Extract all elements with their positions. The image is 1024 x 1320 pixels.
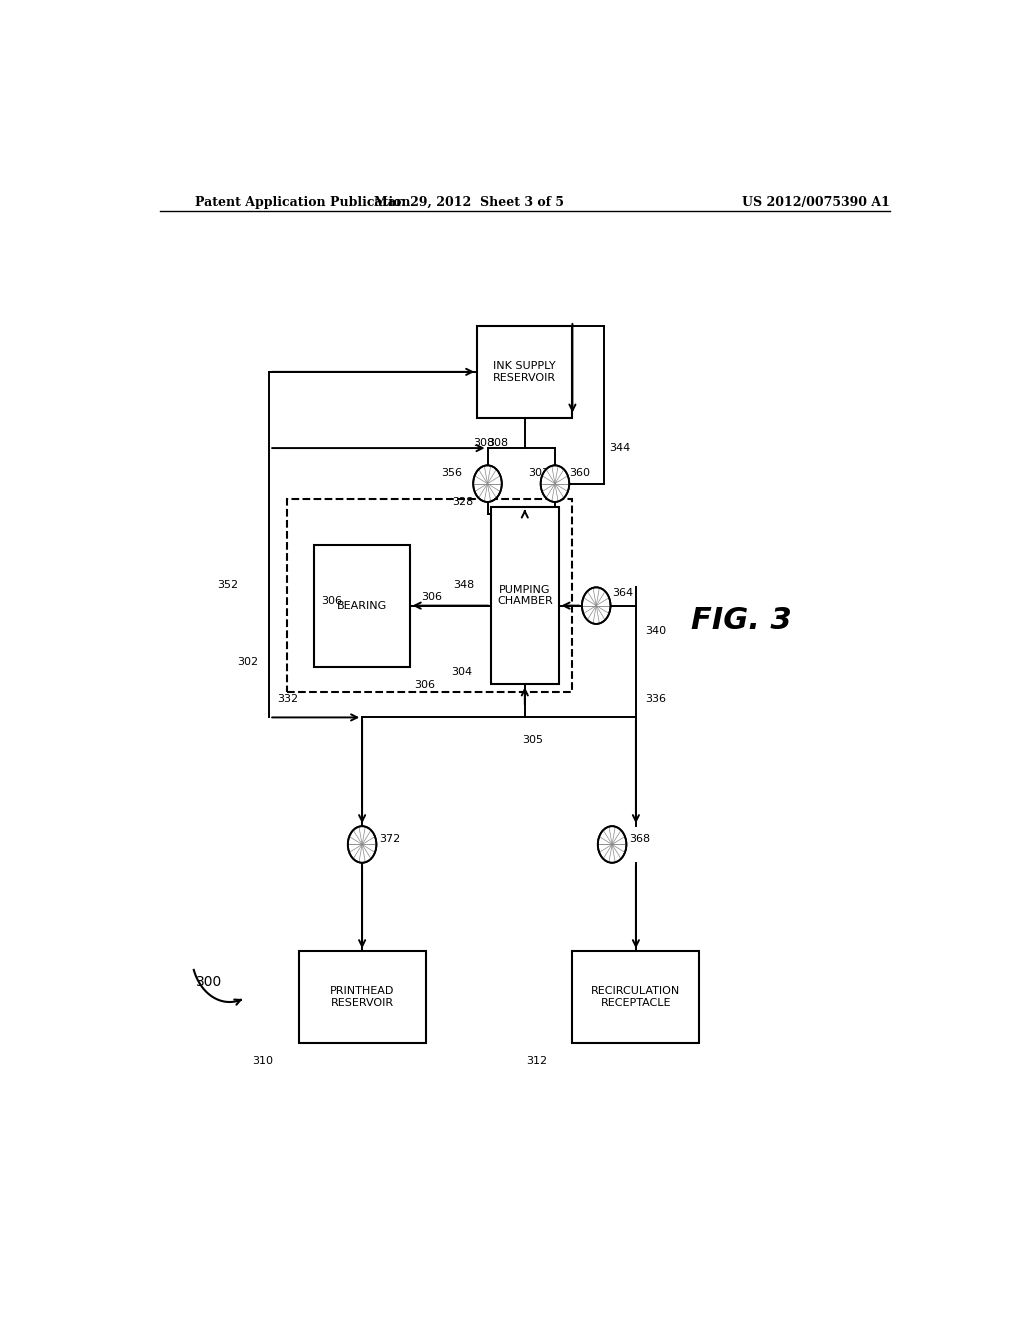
Text: 336: 336 [645,694,667,704]
Circle shape [541,466,569,502]
Bar [299,952,426,1043]
Text: INK SUPPLY
RESERVOIR: INK SUPPLY RESERVOIR [494,362,556,383]
Text: RECIRCULATION
RECEPTACLE: RECIRCULATION RECEPTACLE [591,986,681,1007]
Text: PUMPING
CHAMBER: PUMPING CHAMBER [497,585,553,606]
Text: 305: 305 [522,735,544,744]
Text: 306: 306 [321,595,342,606]
Text: FIG. 3: FIG. 3 [691,606,793,635]
Circle shape [348,826,377,863]
Bar [287,499,572,692]
Text: 344: 344 [609,444,630,453]
Text: 300: 300 [196,974,222,989]
Text: 348: 348 [453,581,474,590]
Text: 304: 304 [452,667,472,677]
Circle shape [582,587,610,624]
Text: 328: 328 [452,496,473,507]
Text: 306: 306 [414,680,435,690]
Bar [314,545,410,667]
Text: 360: 360 [569,469,590,478]
Bar [492,507,558,684]
Bar [477,326,572,417]
Text: 308: 308 [486,438,508,447]
Text: Patent Application Publication: Patent Application Publication [196,195,411,209]
Text: 368: 368 [630,834,650,845]
Text: 302: 302 [238,656,259,667]
Circle shape [473,466,502,502]
Text: 364: 364 [612,589,633,598]
Text: 306: 306 [422,593,442,602]
Text: 340: 340 [645,626,667,636]
Text: US 2012/0075390 A1: US 2012/0075390 A1 [742,195,890,209]
Text: 352: 352 [218,581,239,590]
Text: Mar. 29, 2012  Sheet 3 of 5: Mar. 29, 2012 Sheet 3 of 5 [374,195,564,209]
Text: 310: 310 [253,1056,273,1067]
Text: 312: 312 [526,1056,548,1067]
Text: 356: 356 [441,469,463,478]
Text: BEARING: BEARING [337,601,387,611]
Text: 303: 303 [528,469,549,478]
Bar [572,952,699,1043]
Text: 332: 332 [278,694,298,704]
Text: 308: 308 [473,438,495,447]
Text: 372: 372 [380,834,400,845]
Text: PRINTHEAD
RESERVOIR: PRINTHEAD RESERVOIR [330,986,394,1007]
Circle shape [598,826,627,863]
